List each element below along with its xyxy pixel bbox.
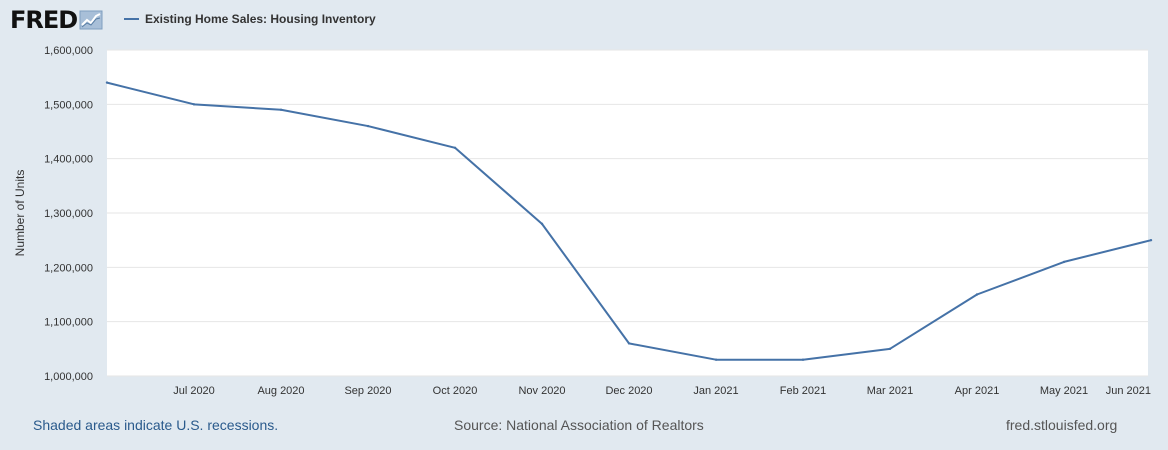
- x-tick-label: Apr 2021: [955, 385, 1000, 397]
- series-layer: [105, 81, 1153, 361]
- x-tick-label: Aug 2020: [257, 385, 304, 397]
- legend-series-label: Existing Home Sales: Housing Inventory: [145, 12, 376, 26]
- data-point[interactable]: [975, 293, 979, 296]
- data-point[interactable]: [714, 358, 718, 361]
- data-point[interactable]: [366, 124, 370, 128]
- x-tick-label: Jun 2021: [1106, 385, 1151, 397]
- data-point[interactable]: [540, 222, 544, 226]
- data-point[interactable]: [105, 81, 109, 84]
- chart-trend-icon: [79, 10, 103, 30]
- data-point[interactable]: [1149, 238, 1153, 242]
- y-tick-label: 1,200,000: [44, 262, 93, 274]
- y-tick-label: 1,100,000: [44, 317, 93, 329]
- site-link[interactable]: fred.stlouisfed.org: [1006, 417, 1118, 433]
- x-tick-label: Jul 2020: [173, 385, 215, 397]
- source-note: Source: National Association of Realtors: [454, 417, 704, 433]
- x-axis-ticks: Jul 2020 Aug 2020 Sep 2020 Oct 2020 Nov 2020…: [173, 385, 1151, 397]
- fred-logo[interactable]: FRED: [10, 6, 103, 34]
- chart-header: FRED Existing Home Sales: Housing Invent…: [0, 0, 1168, 40]
- y-tick-label: 1,600,000: [44, 45, 93, 57]
- x-tick-label: Sep 2020: [344, 385, 391, 397]
- y-axis-label: Number of Units: [13, 169, 27, 257]
- recession-note: Shaded areas indicate U.S. recessions.: [33, 417, 279, 433]
- data-point[interactable]: [279, 108, 283, 111]
- x-tick-label: Nov 2020: [518, 385, 565, 397]
- x-tick-label: Oct 2020: [433, 385, 478, 397]
- chart-legend[interactable]: Existing Home Sales: Housing Inventory: [124, 12, 376, 26]
- y-tick-label: 1,500,000: [44, 99, 93, 111]
- data-point[interactable]: [801, 358, 805, 361]
- y-axis-ticks: 1,000,000 1,100,000 1,200,000 1,300,000 1,40…: [44, 45, 93, 383]
- legend-series-swatch: [124, 18, 139, 20]
- gridlines: [107, 49, 1148, 377]
- data-point[interactable]: [888, 347, 892, 351]
- y-tick-label: 1,000,000: [44, 371, 93, 383]
- x-tick-label: Dec 2020: [605, 385, 652, 397]
- y-tick-label: 1,300,000: [44, 208, 93, 220]
- series-line[interactable]: [106, 81, 1152, 361]
- data-point[interactable]: [453, 146, 457, 149]
- x-tick-label: Jan 2021: [693, 385, 738, 397]
- x-tick-label: May 2021: [1040, 385, 1088, 397]
- data-point[interactable]: [627, 342, 631, 345]
- fred-logo-text: FRED: [10, 6, 78, 34]
- x-tick-label: Feb 2021: [780, 385, 826, 397]
- data-point[interactable]: [1062, 260, 1066, 264]
- data-point[interactable]: [192, 103, 196, 106]
- y-tick-label: 1,400,000: [44, 154, 93, 166]
- x-tick-label: Mar 2021: [867, 385, 913, 397]
